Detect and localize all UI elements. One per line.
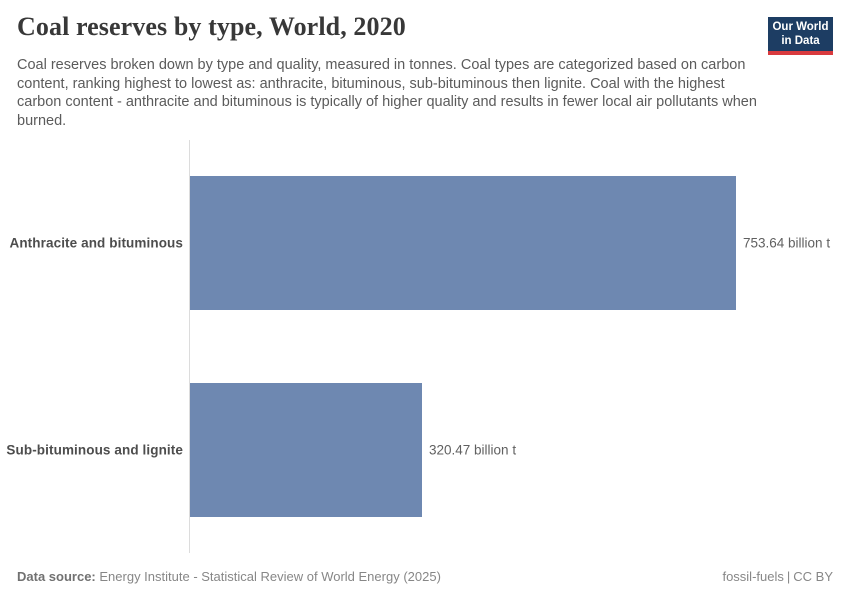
bar-row: Anthracite and bituminous 753.64 billion … <box>0 140 850 347</box>
credit-license-link[interactable]: CC BY <box>793 569 833 584</box>
page-title: Coal reserves by type, World, 2020 <box>17 12 406 41</box>
credit-separator: | <box>786 569 791 584</box>
value-label: 753.64 billion t <box>743 235 831 251</box>
bar[interactable] <box>190 382 422 517</box>
value-label: 320.47 billion t <box>429 442 517 458</box>
data-source-text: Energy Institute - Statistical Review of… <box>99 569 441 584</box>
chart-footer: Data source: Energy Institute - Statisti… <box>17 569 833 584</box>
owid-logo-line2: in Data <box>781 34 820 47</box>
data-source-label: Data source: <box>17 569 96 584</box>
category-label: Anthracite and bituminous <box>9 235 183 251</box>
y-axis-line <box>189 140 190 553</box>
owid-logo[interactable]: Our World in Data <box>768 17 833 55</box>
data-source: Data source: Energy Institute - Statisti… <box>17 569 441 584</box>
category-label: Sub-bituminous and lignite <box>6 442 183 458</box>
credit-topic-link[interactable]: fossil-fuels <box>722 569 784 584</box>
chart-subtitle: Coal reserves broken down by type and qu… <box>17 57 757 129</box>
license-credit: fossil-fuels | CC BY <box>722 569 833 584</box>
bar[interactable] <box>190 176 736 311</box>
owid-logo-line1: Our World <box>772 21 829 33</box>
bar-row: Sub-bituminous and lignite 320.47 billion… <box>0 347 850 554</box>
